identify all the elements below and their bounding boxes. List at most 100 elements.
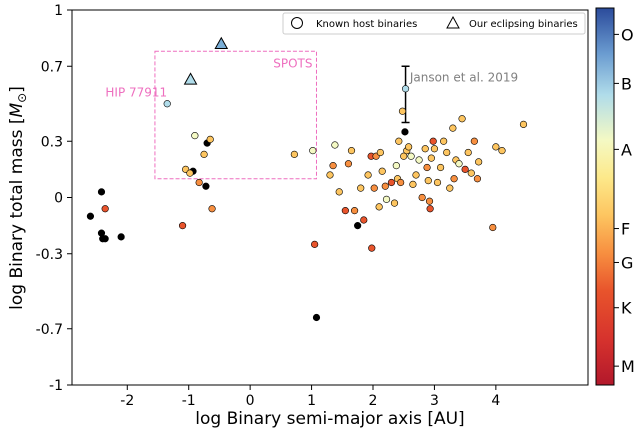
data-point xyxy=(376,148,384,157)
y-tick-label: -0.7 xyxy=(36,322,63,338)
data-point xyxy=(200,150,208,158)
data-point xyxy=(382,195,391,203)
colorbar-label-A: A xyxy=(621,140,632,159)
data-point xyxy=(309,147,317,155)
data-point xyxy=(368,244,376,252)
annotation-janson-2019: Janson et al. 2019 xyxy=(409,71,518,85)
x-tick-label: -2 xyxy=(120,393,134,409)
colorbar-label-O: O xyxy=(621,25,634,44)
y-axis-label-unit-subscript: ⊙ xyxy=(15,93,29,103)
annotation-hip-77911: HIP 77911 xyxy=(105,86,167,100)
data-point xyxy=(425,197,434,205)
data-point xyxy=(449,124,457,132)
data-point xyxy=(418,193,426,202)
y-tick-label: 0.7 xyxy=(41,59,63,75)
data-point xyxy=(370,184,378,192)
spots-region-label: SPOTS xyxy=(273,56,312,70)
data-points xyxy=(86,85,528,322)
data-point xyxy=(344,160,353,168)
data-point xyxy=(430,145,439,153)
data-point xyxy=(208,205,216,213)
data-point xyxy=(407,152,415,160)
data-point xyxy=(350,207,359,215)
data-point xyxy=(290,150,298,158)
data-point xyxy=(117,233,125,241)
data-point xyxy=(409,180,417,188)
colorbar-gradient xyxy=(595,7,615,386)
y-axis-ticks: 1 0.7 0.3 0 -0.3 -0.7 -1 xyxy=(36,3,72,394)
data-point xyxy=(195,178,203,187)
data-point xyxy=(101,235,109,243)
data-point xyxy=(378,167,386,175)
data-point xyxy=(335,188,343,196)
data-point xyxy=(450,175,458,183)
data-point xyxy=(390,199,399,207)
eclipsing-binary-point xyxy=(214,36,229,50)
data-point xyxy=(312,313,321,322)
legend-label-known-host: Known host binaries xyxy=(316,19,417,30)
y-tick-label: 0.3 xyxy=(41,134,63,150)
data-point xyxy=(401,128,409,136)
colorbar-label-F: F xyxy=(621,220,630,239)
colorbar-labels: O B A FG K M xyxy=(614,25,635,376)
x-axis-label: log Binary semi-major axis [AU] xyxy=(195,409,464,429)
data-point xyxy=(101,205,109,213)
data-point xyxy=(426,205,434,213)
data-point xyxy=(395,137,403,145)
data-point xyxy=(326,171,334,179)
data-point xyxy=(398,107,407,115)
data-point xyxy=(424,177,432,185)
data-point xyxy=(329,162,337,170)
x-tick-label: -1 xyxy=(182,393,196,409)
colorbar-label-K: K xyxy=(621,299,632,318)
x-tick-label: 3 xyxy=(430,393,439,409)
y-tick-label: -1 xyxy=(49,378,63,394)
legend-triangle-marker xyxy=(446,15,460,29)
data-point xyxy=(354,222,362,230)
data-point xyxy=(387,178,396,187)
y-tick-label: 1 xyxy=(54,3,63,19)
data-point xyxy=(467,169,475,177)
data-point xyxy=(421,145,429,153)
legend-circle-marker xyxy=(291,17,303,29)
triangle-points xyxy=(183,36,229,85)
data-point xyxy=(397,178,405,187)
colorbar-label-M: M xyxy=(621,357,635,376)
y-tick-label: -0.3 xyxy=(36,247,63,263)
data-point xyxy=(458,115,466,123)
data-point xyxy=(86,212,95,220)
y-axis-label-prefix: log Binary total mass [ xyxy=(7,118,27,310)
data-point xyxy=(405,143,413,151)
plot-area xyxy=(71,9,589,386)
data-point xyxy=(97,188,106,196)
data-point xyxy=(412,171,420,179)
y-axis-label: log Binary total mass [M⊙] xyxy=(7,86,29,310)
data-point xyxy=(473,175,482,183)
legend: Known host binaries Our eclipsing binari… xyxy=(282,12,586,35)
data-point xyxy=(519,120,528,128)
colorbar: O B A FG K M xyxy=(595,7,635,386)
x-axis-ticks: -2 -1 0 1 2 3 4 xyxy=(120,385,500,409)
data-point xyxy=(433,178,442,187)
y-tick-label: 0 xyxy=(54,191,63,207)
data-point xyxy=(423,163,431,172)
data-point xyxy=(498,147,506,155)
data-point xyxy=(381,182,389,190)
data-point xyxy=(470,137,478,145)
data-point xyxy=(489,223,497,232)
data-point xyxy=(455,160,463,168)
data-point xyxy=(331,141,339,149)
data-point xyxy=(446,184,454,192)
data-point xyxy=(357,184,365,192)
data-point xyxy=(443,148,451,157)
data-point xyxy=(341,207,349,215)
data-point xyxy=(178,222,187,230)
x-tick-label: 0 xyxy=(246,393,255,409)
data-point xyxy=(492,143,500,151)
data-point xyxy=(392,162,400,170)
data-point xyxy=(427,154,435,162)
data-point xyxy=(206,135,214,143)
y-axis-label-suffix: ] xyxy=(7,86,27,93)
colorbar-label-G: G xyxy=(621,253,633,272)
